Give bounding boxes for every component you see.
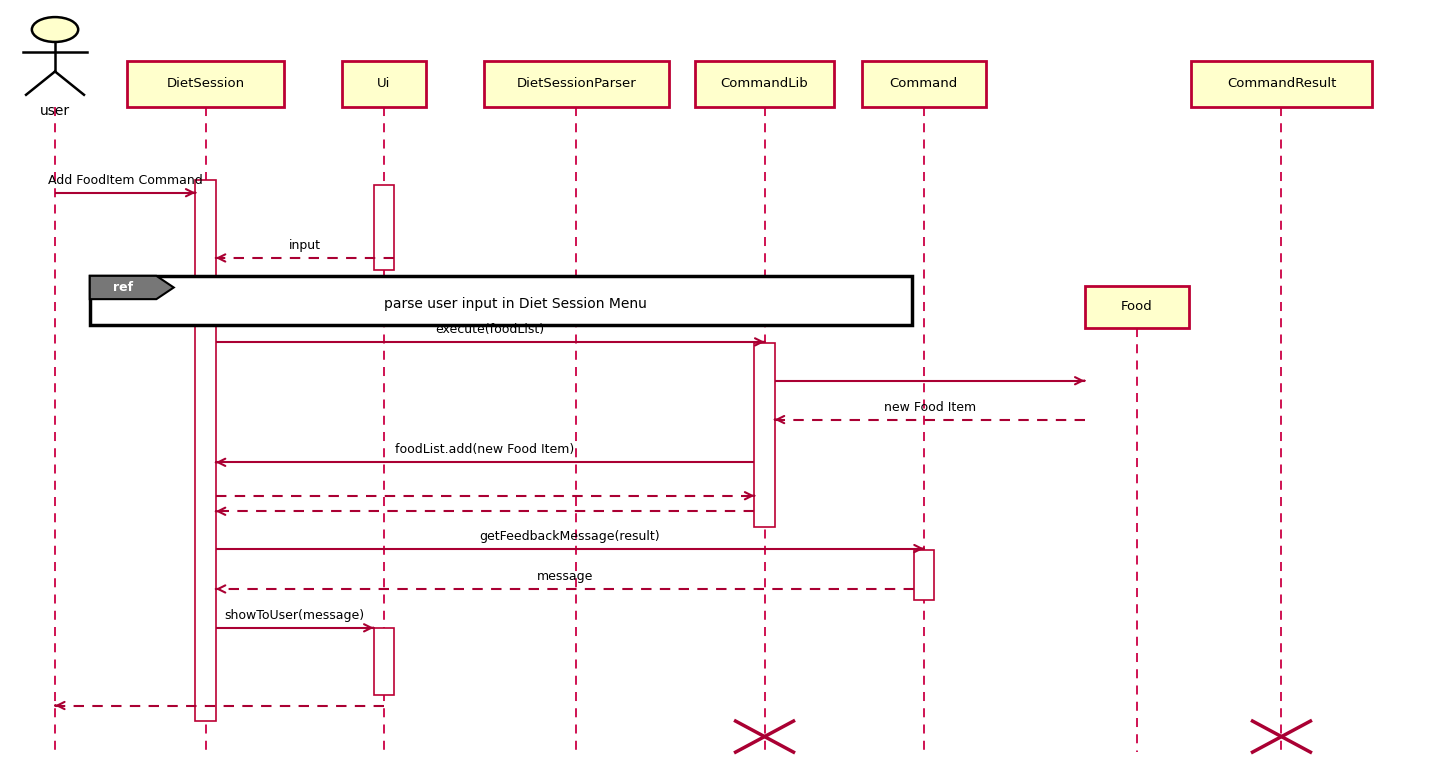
Bar xyxy=(1190,61,1373,107)
Text: showToUser(message): showToUser(message) xyxy=(224,609,365,622)
Text: Add FoodItem Command: Add FoodItem Command xyxy=(48,174,203,186)
Bar xyxy=(695,61,834,107)
Text: user: user xyxy=(41,104,70,118)
Text: Food: Food xyxy=(1121,301,1153,313)
Bar xyxy=(862,61,986,107)
Bar xyxy=(484,61,669,107)
Circle shape xyxy=(32,17,78,42)
Text: ref: ref xyxy=(113,281,133,294)
Text: CommandResult: CommandResult xyxy=(1226,78,1337,90)
Polygon shape xyxy=(90,276,174,299)
Text: getFeedbackMessage(result): getFeedbackMessage(result) xyxy=(479,530,660,542)
Text: parse user input in Diet Session Menu: parse user input in Diet Session Menu xyxy=(384,297,647,312)
Text: new Food Item: new Food Item xyxy=(883,401,976,413)
Text: DietSession: DietSession xyxy=(167,78,245,90)
Text: message: message xyxy=(537,570,592,583)
Text: execute(foodList): execute(foodList) xyxy=(436,323,544,336)
Bar xyxy=(195,180,216,721)
Bar xyxy=(127,61,284,107)
Bar xyxy=(914,550,934,600)
Text: CommandLib: CommandLib xyxy=(721,78,808,90)
Text: input: input xyxy=(288,239,321,252)
Bar xyxy=(342,61,426,107)
Bar xyxy=(754,343,775,527)
Bar xyxy=(90,276,912,325)
Text: foodList.add(new Food Item): foodList.add(new Food Item) xyxy=(395,444,575,456)
Bar xyxy=(374,185,394,270)
Text: Ui: Ui xyxy=(376,78,391,90)
Text: Command: Command xyxy=(889,78,959,90)
Text: DietSessionParser: DietSessionParser xyxy=(517,78,636,90)
Bar xyxy=(1085,286,1189,329)
Bar xyxy=(374,628,394,695)
